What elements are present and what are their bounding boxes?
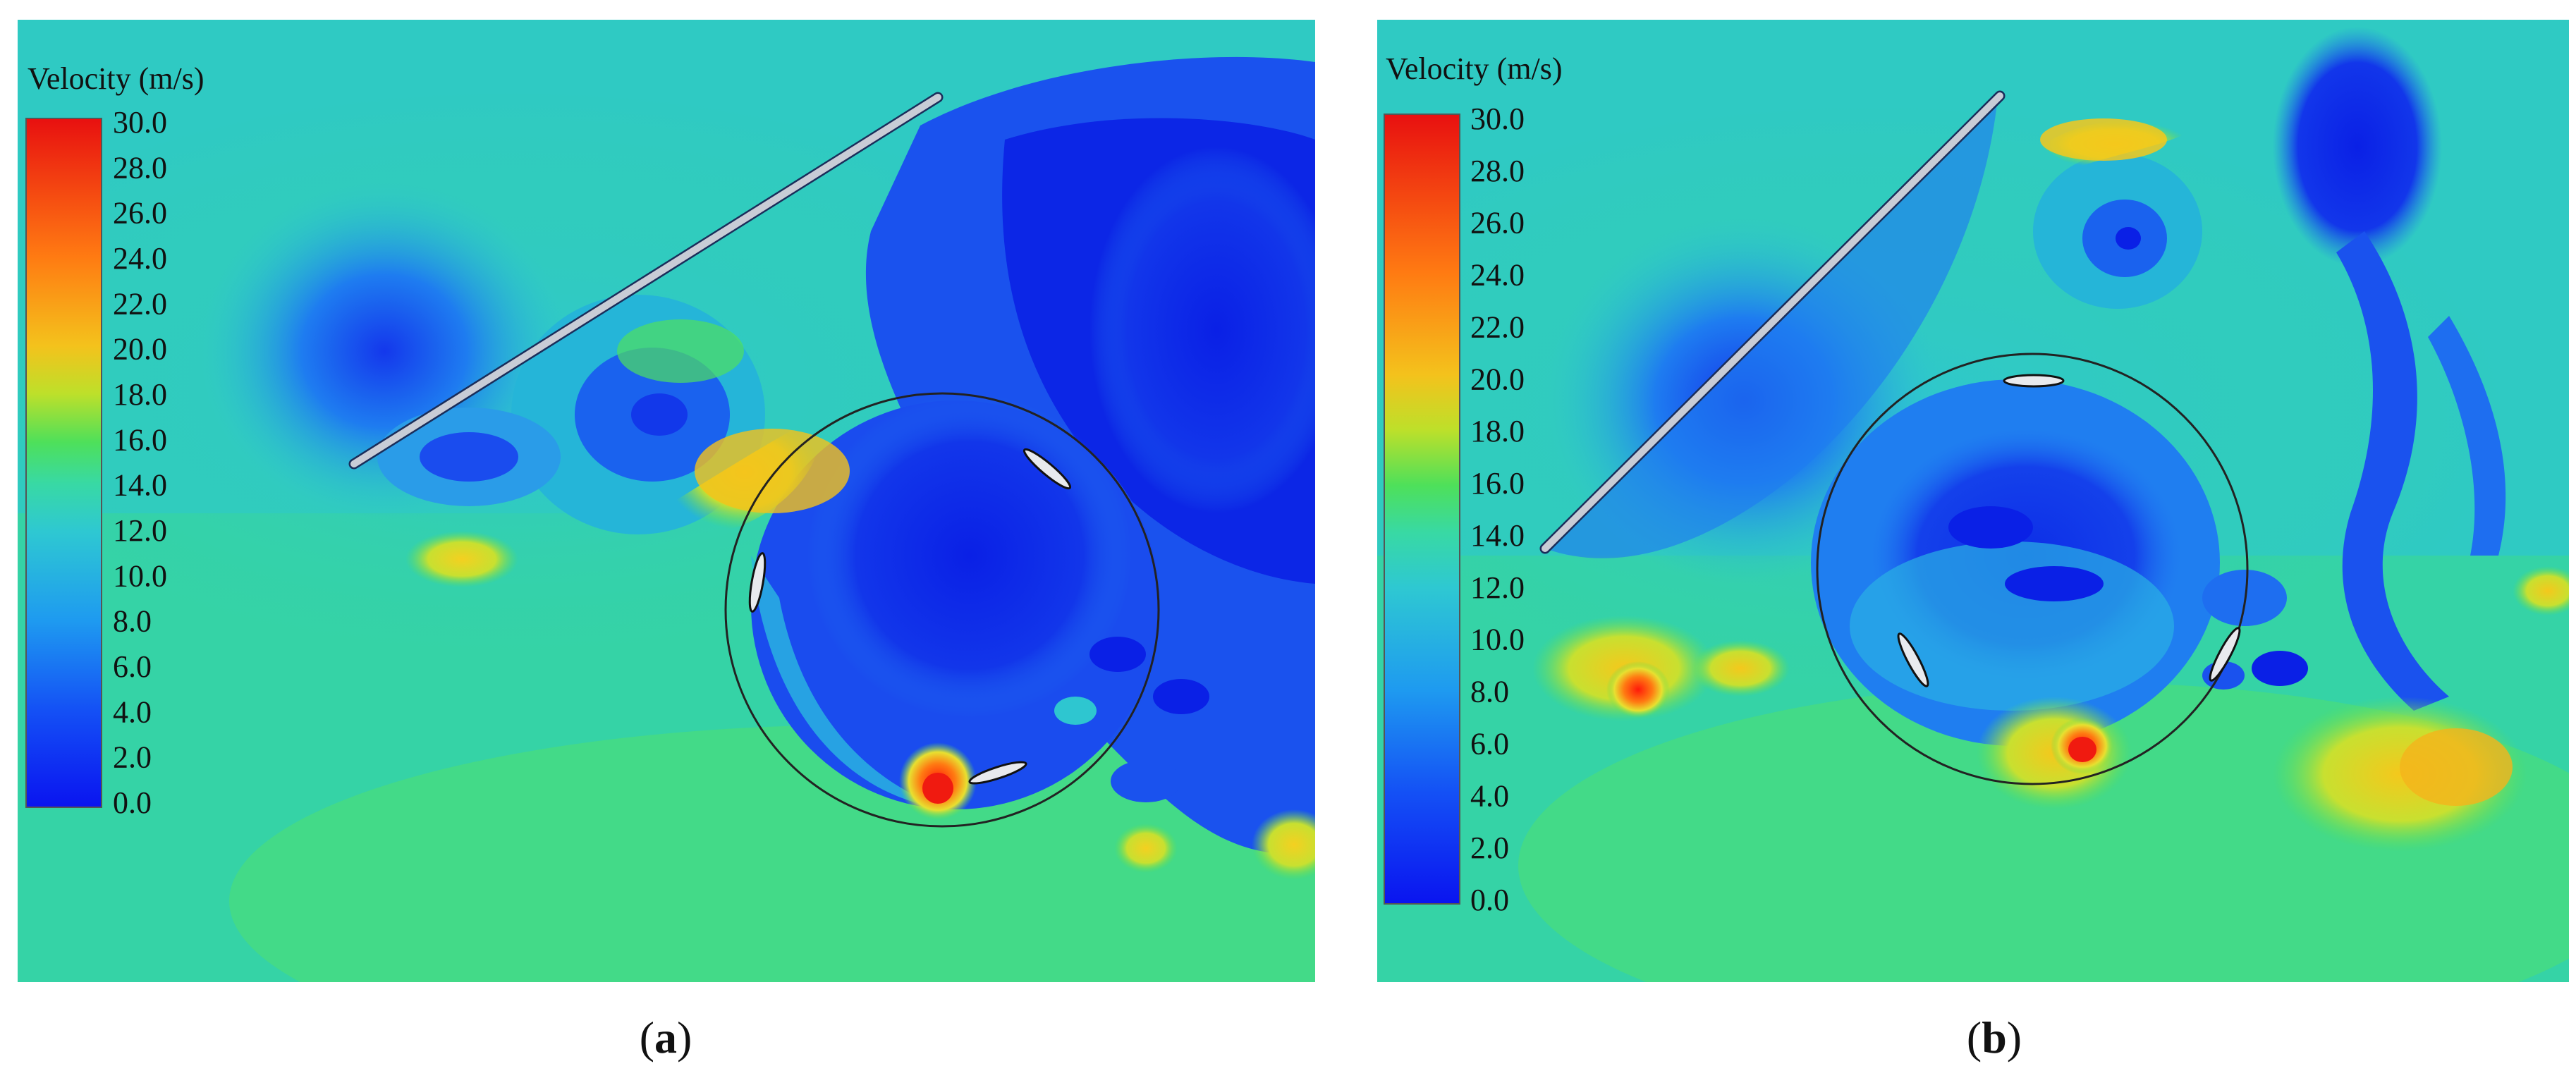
colorbar-tick-label: 24.0 <box>1470 258 1525 293</box>
rotor-path-circle <box>724 392 1160 828</box>
colorbar-tick-label: 8.0 <box>1470 675 1509 709</box>
colorbar-tick-label: 22.0 <box>1470 310 1525 344</box>
caption-letter: a <box>654 1012 677 1063</box>
caption-letter: b <box>1982 1012 2007 1063</box>
caption-close-paren: ) <box>677 1012 692 1063</box>
colorbar-tick-label: 2.0 <box>1470 831 1509 865</box>
colorbar-tick-label: 28.0 <box>1470 154 1525 188</box>
rotor-path-circle <box>1816 353 2249 785</box>
colorbar-title: Velocity (m/s) <box>28 61 205 96</box>
colorbar-tick-label: 22.0 <box>113 286 167 321</box>
colorbar-tick-label: 4.0 <box>113 694 152 729</box>
colorbar-tick-label: 8.0 <box>113 604 152 639</box>
rotor-blade <box>748 552 767 613</box>
rotor-blade <box>2003 374 2065 388</box>
colorbar-title: Velocity (m/s) <box>1386 51 1563 86</box>
colorbar-tick-label: 28.0 <box>113 150 167 185</box>
colorbar-tick-label: 14.0 <box>1470 518 1525 553</box>
colorbar-tick-label: 10.0 <box>113 558 167 593</box>
colorbar-tick-label: 10.0 <box>1470 623 1525 657</box>
colorbar-tick-label: 0.0 <box>1470 883 1509 917</box>
colorbar-tick-label: 26.0 <box>113 196 167 231</box>
colorbar-tick-label: 30.0 <box>113 105 167 140</box>
colorbar-tick-label: 0.0 <box>113 785 152 820</box>
panel-b: Velocity (m/s) 30.0 28.0 26.0 24.0 22.0 20.0 1… <box>1377 20 2569 982</box>
colorbar-tick-label: 16.0 <box>1470 466 1525 501</box>
colorbar-tick-label: 6.0 <box>113 649 152 684</box>
rotor-blade <box>1897 632 1929 687</box>
caption-b: (b) <box>1924 1012 2065 1064</box>
colorbar-tick-label: 30.0 <box>1470 102 1525 136</box>
wake-streak <box>2336 231 2449 711</box>
rotor-blade <box>1023 448 1072 490</box>
caption-a: (a) <box>595 1012 736 1064</box>
colorbar-tick-label: 18.0 <box>1470 414 1525 448</box>
caption-open-paren: ( <box>639 1012 654 1063</box>
colorbar-tick-label: 2.0 <box>113 740 152 775</box>
colorbar-tick-label: 26.0 <box>1470 206 1525 240</box>
colorbar <box>1384 114 1460 905</box>
colorbar <box>25 118 102 808</box>
colorbar-tick-label: 20.0 <box>1470 362 1525 396</box>
rotor-blade <box>2209 627 2241 682</box>
caption-open-paren: ( <box>1966 1012 1982 1063</box>
velocity-contour-plot-a: Velocity (m/s) 30.0 28.0 26.0 24.0 22.0 20.0 1… <box>18 20 1315 982</box>
colorbar-tick-label: 12.0 <box>113 513 167 548</box>
colorbar-tick-label: 12.0 <box>1470 570 1525 605</box>
velocity-contour-plot-b: Velocity (m/s) 30.0 28.0 26.0 24.0 22.0 20.0 1… <box>1377 20 2569 982</box>
colorbar-tick-label: 20.0 <box>113 332 167 367</box>
colorbar-tick-label: 4.0 <box>1470 778 1509 813</box>
colorbar-ticks: 30.0 28.0 26.0 24.0 22.0 20.0 18.0 16.0 14.0 12.0… <box>1470 102 1525 917</box>
colorbar-tick-label: 16.0 <box>113 422 167 457</box>
colorbar-tick-label: 14.0 <box>113 468 167 503</box>
colorbar-ticks: 30.0 28.0 26.0 24.0 22.0 20.0 18.0 16.0 14.0 12.0… <box>113 105 167 820</box>
colorbar-tick-label: 24.0 <box>113 241 167 276</box>
colorbar-tick-label: 6.0 <box>1470 726 1509 761</box>
colorbar-tick-label: 18.0 <box>113 377 167 412</box>
rotor-blade <box>968 761 1027 785</box>
high-velocity-spot <box>1606 661 1670 718</box>
caption-close-paren: ) <box>2006 1012 2022 1063</box>
panel-a: Velocity (m/s) 30.0 28.0 26.0 24.0 22.0 20.0 1… <box>18 20 1315 982</box>
